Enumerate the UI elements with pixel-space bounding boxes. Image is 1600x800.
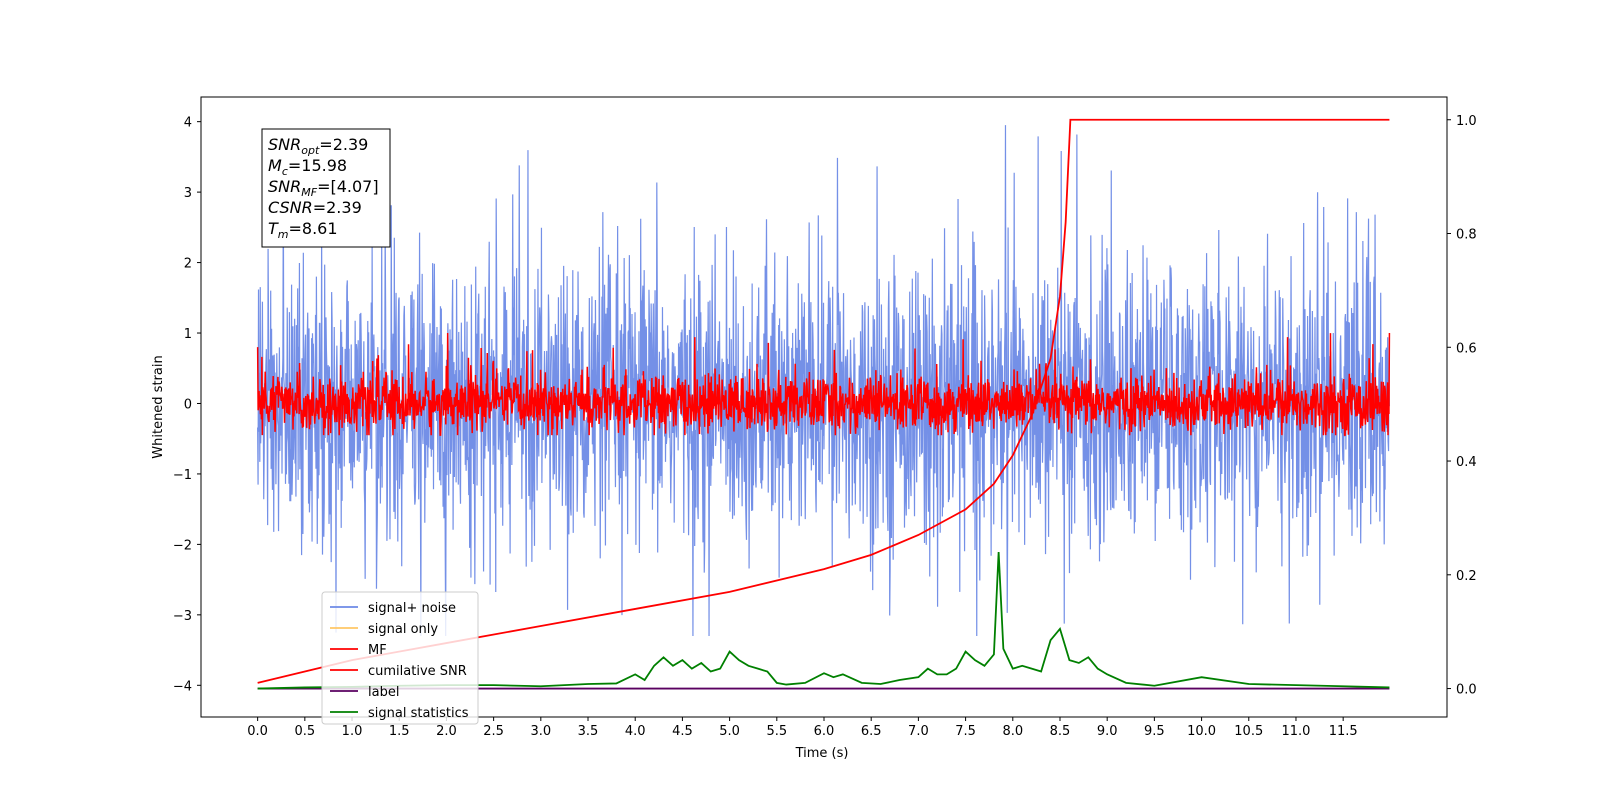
legend-items: signal+ noise signal only MF cumilative SNR… [330, 601, 469, 721]
x-tick-label: 9.5 [1144, 724, 1165, 739]
info-symbol: M [268, 156, 282, 175]
x-tick-label: 1.5 [389, 724, 410, 739]
y-right-tick-label: 1.0 [1456, 114, 1477, 129]
info-value: =15.98 [288, 156, 347, 175]
info-box-lines: SNRopt=2.39Mc=15.98SNRMF=[4.07]CSNR=2.39… [268, 135, 379, 241]
x-tick-label: 10.0 [1187, 724, 1216, 739]
info-value: =2.39 [313, 198, 362, 217]
legend: signal+ noise signal only MF cumilative SNR… [321, 591, 479, 725]
legend-label-label: label [368, 685, 399, 700]
x-axis-label: Time (s) [795, 746, 849, 761]
y-left-tick-label: 4 [184, 116, 192, 131]
y-left-tick-label: −2 [173, 538, 192, 553]
y-right-tick-label: 0.8 [1456, 228, 1477, 243]
y-left-tick-label: 3 [184, 186, 192, 201]
y-left-tick-label: −3 [173, 609, 192, 624]
legend-label-signal-noise: signal+ noise [368, 601, 456, 616]
y-left-tick-label: 0 [184, 397, 192, 412]
info-symbol: SNR [268, 135, 301, 154]
legend-label-signal-only: signal only [368, 622, 438, 637]
x-tick-label: 0.5 [294, 724, 315, 739]
y-right-tick-label: 0.0 [1456, 683, 1477, 698]
x-tick-label: 8.0 [1002, 724, 1023, 739]
x-tick-label: 2.0 [436, 724, 457, 739]
x-tick-label: 1.0 [342, 724, 363, 739]
info-subscript: m [278, 228, 289, 241]
info-value: =8.61 [289, 219, 338, 238]
info-subscript: c [282, 165, 288, 178]
x-tick-label: 3.5 [578, 724, 599, 739]
y-left-tick-label: −4 [173, 679, 192, 694]
x-tick-label: 10.5 [1234, 724, 1263, 739]
legend-frame [321, 591, 479, 725]
x-tick-label: 3.0 [530, 724, 551, 739]
series-signal-statistics-line [257, 552, 1390, 690]
info-value: =2.39 [319, 135, 368, 154]
legend-label-mf: MF [368, 643, 387, 658]
y-left-tick-label: 1 [184, 327, 192, 342]
x-tick-label: 8.5 [1050, 724, 1071, 739]
x-tick-label: 6.5 [861, 724, 882, 739]
y-left-tick-label: 2 [184, 257, 192, 272]
info-line-t: Tm=8.61 [268, 219, 338, 241]
x-tick-label: 5.0 [719, 724, 740, 739]
series-mf-line [256, 333, 1391, 436]
x-tick-label: 2.5 [483, 724, 504, 739]
y-right-tick-label: 0.6 [1456, 341, 1477, 356]
info-subscript: opt [301, 144, 320, 157]
info-line-m: Mc=15.98 [268, 156, 347, 178]
info-line-csnr: CSNR=2.39 [268, 198, 362, 217]
legend-label-cumilative-snr: cumilative SNR [368, 664, 467, 679]
info-symbol: CSNR [268, 198, 313, 217]
info-subscript: MF [301, 186, 317, 199]
x-tick-label: 6.0 [814, 724, 835, 739]
x-tick-label: 0.0 [247, 724, 268, 739]
y-right-tick-label: 0.4 [1456, 455, 1477, 470]
x-tick-label: 11.5 [1329, 724, 1358, 739]
info-box: SNRopt=2.39Mc=15.98SNRMF=[4.07]CSNR=2.39… [261, 128, 391, 248]
info-value: =[4.07] [317, 177, 379, 196]
y-right-tick-label: 0.2 [1456, 569, 1477, 584]
y-axis-left: 4 3 2 1 0 −1 −2 −3 −4 [173, 116, 201, 694]
y-left-tick-label: −1 [173, 468, 192, 483]
x-tick-label: 7.5 [955, 724, 976, 739]
x-axis: 0.0 0.5 1.0 1.5 2.0 2.5 3.0 3.5 4.0 4.5 5.0 5.5 6.0 6… [247, 717, 1358, 739]
series-signal-noise-line [257, 125, 1391, 636]
y-axis-right: 1.0 0.8 0.6 0.4 0.2 0.0 [1447, 114, 1477, 698]
x-tick-label: 7.0 [908, 724, 929, 739]
x-tick-label: 5.5 [766, 724, 787, 739]
info-line-snr: SNRopt=2.39 [268, 135, 368, 157]
x-tick-label: 4.0 [625, 724, 646, 739]
x-tick-label: 11.0 [1281, 724, 1310, 739]
y-axis-label: Whitened strain [151, 355, 166, 458]
x-tick-label: 9.0 [1097, 724, 1118, 739]
legend-label-signal-statistics: signal statistics [368, 706, 469, 721]
info-symbol: SNR [268, 177, 301, 196]
info-line-snr: SNRMF=[4.07] [268, 177, 379, 199]
info-box-frame [261, 128, 391, 248]
x-tick-label: 4.5 [672, 724, 693, 739]
info-symbol: T [268, 219, 279, 238]
